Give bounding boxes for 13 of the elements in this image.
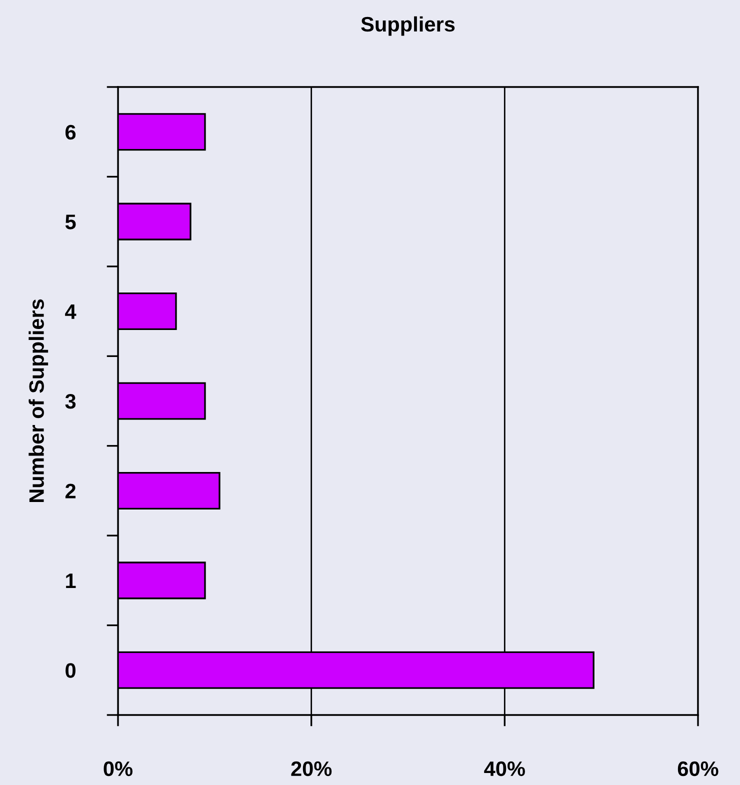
y-tick-label: 2 — [65, 484, 76, 498]
y-tick-label: 6 — [66, 124, 76, 140]
x-tick-label: 0% — [104, 761, 133, 776]
y-tick-label: 3 — [65, 394, 76, 409]
x-tick-label: 40% — [484, 761, 525, 776]
chart-title: Suppliers — [361, 16, 455, 36]
y-tick-label: 5 — [65, 214, 76, 230]
y-tick-label: 1 — [66, 574, 76, 588]
x-tick-label: 20% — [291, 761, 332, 776]
y-tick-label: 4 — [65, 304, 76, 319]
y-axis-title: Number of Suppliers — [28, 299, 48, 502]
x-tick-label: 60% — [678, 761, 718, 776]
y-tick-label: 0 — [66, 663, 76, 678]
